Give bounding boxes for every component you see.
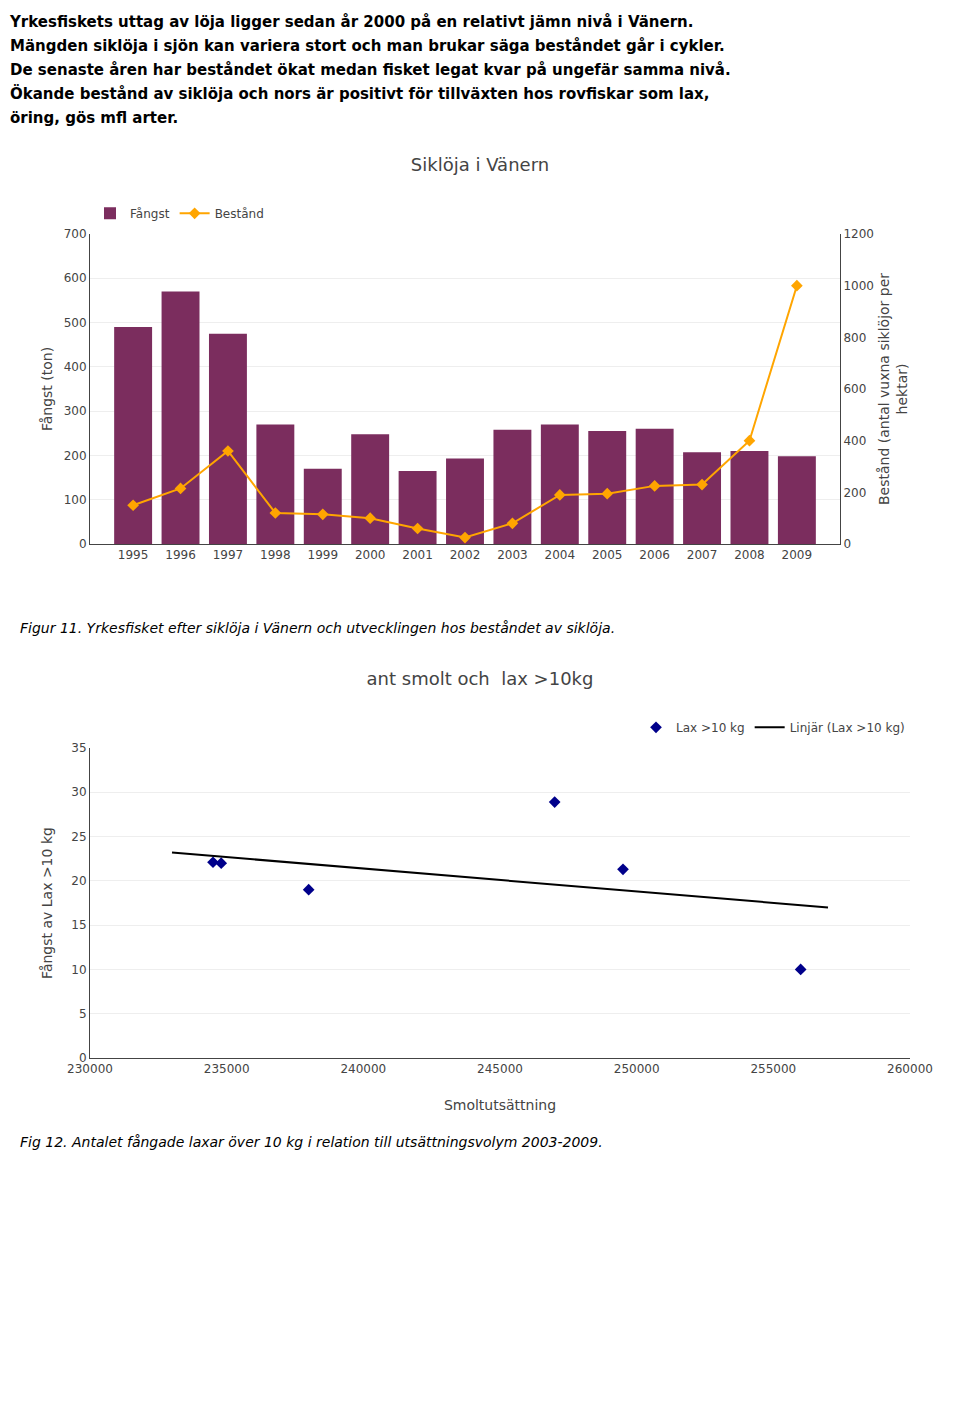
- svg-text:Lax >10 kg: Lax >10 kg: [676, 721, 745, 735]
- svg-text:200: 200: [843, 486, 866, 500]
- svg-text:2002: 2002: [450, 548, 481, 562]
- svg-text:15: 15: [71, 918, 86, 932]
- svg-text:600: 600: [64, 271, 87, 285]
- html-text:Fig 12. Antalet fångade laxar: Fig 12. Antalet fångade laxar över 10 kg…: [20, 1134, 603, 1150]
- html-text:Yrkesfiskets uttag av löja lig: Yrkesfiskets uttag av löja ligger sedan …: [10, 13, 694, 31]
- svg-text:1999: 1999: [307, 548, 338, 562]
- svg-text:260000: 260000: [887, 1062, 933, 1076]
- svg-text:235000: 235000: [204, 1062, 250, 1076]
- svg-text:1995: 1995: [118, 548, 149, 562]
- svg-text:2004: 2004: [545, 548, 576, 562]
- svg-text:1997: 1997: [213, 548, 244, 562]
- svg-text:30: 30: [71, 785, 86, 799]
- svg-text:Siklöja i Vänern: Siklöja i Vänern: [411, 154, 549, 175]
- svg-text:Bestånd (antal vuxna siklöjor: Bestånd (antal vuxna siklöjor perhektar): [876, 273, 910, 505]
- svg-text:200: 200: [64, 449, 87, 463]
- svg-text:2006: 2006: [639, 548, 670, 562]
- html-text:Figur 11. Yrkesfisket efter si: Figur 11. Yrkesfisket efter siklöja i Vä…: [20, 620, 616, 636]
- svg-text:Fångst av Lax >10 kg: Fångst av Lax >10 kg: [39, 827, 55, 979]
- svg-text:500: 500: [64, 316, 87, 330]
- svg-text:Fångst (ton): Fångst (ton): [39, 347, 55, 431]
- svg-text:0: 0: [79, 537, 87, 551]
- svg-text:1996: 1996: [165, 548, 196, 562]
- svg-text:0: 0: [843, 537, 851, 551]
- svg-text:10: 10: [71, 963, 86, 977]
- html-text:Mängden siklöja i sjön kan var: Mängden siklöja i sjön kan variera stort…: [10, 37, 725, 55]
- svg-text:25: 25: [71, 830, 86, 844]
- svg-text:240000: 240000: [340, 1062, 386, 1076]
- svg-text:1000: 1000: [843, 279, 874, 293]
- svg-text:2003: 2003: [497, 548, 528, 562]
- svg-text:100: 100: [64, 493, 87, 507]
- svg-text:2008: 2008: [734, 548, 765, 562]
- svg-text:Bestånd: Bestånd: [215, 207, 264, 221]
- svg-text:ant smolt och lax >10kg: ant smolt och lax >10kg: [367, 668, 594, 689]
- svg-text:800: 800: [843, 331, 866, 345]
- svg-text:230000: 230000: [67, 1062, 113, 1076]
- svg-text:2000: 2000: [355, 548, 386, 562]
- svg-text:2009: 2009: [782, 548, 813, 562]
- svg-text:0: 0: [79, 1051, 87, 1065]
- svg-text:2007: 2007: [687, 548, 718, 562]
- svg-text:400: 400: [64, 360, 87, 374]
- svg-text:Fångst: Fångst: [130, 207, 170, 221]
- svg-text:1200: 1200: [843, 227, 874, 241]
- svg-text:400: 400: [843, 434, 866, 448]
- svg-text:2001: 2001: [402, 548, 433, 562]
- svg-text:35: 35: [71, 741, 86, 755]
- svg-text:20: 20: [71, 874, 86, 888]
- svg-text:300: 300: [64, 404, 87, 418]
- svg-text:5: 5: [79, 1007, 87, 1021]
- svg-text:1998: 1998: [260, 548, 291, 562]
- svg-text:255000: 255000: [750, 1062, 796, 1076]
- svg-text:600: 600: [843, 382, 866, 396]
- svg-text:Linjär (Lax >10 kg): Linjär (Lax >10 kg): [790, 721, 905, 735]
- html-text:De senaste åren har beståndet: De senaste åren har beståndet ökat medan…: [10, 61, 731, 79]
- html-text:öring, gös mfl arter.: öring, gös mfl arter.: [10, 109, 179, 127]
- svg-text:700: 700: [64, 227, 87, 241]
- svg-text:250000: 250000: [614, 1062, 660, 1076]
- html-text:Ökande bestånd av siklöja och: Ökande bestånd av siklöja och nors är po…: [10, 85, 710, 103]
- svg-text:Smoltutsättning: Smoltutsättning: [444, 1097, 556, 1113]
- svg-text:245000: 245000: [477, 1062, 523, 1076]
- svg-text:2005: 2005: [592, 548, 623, 562]
